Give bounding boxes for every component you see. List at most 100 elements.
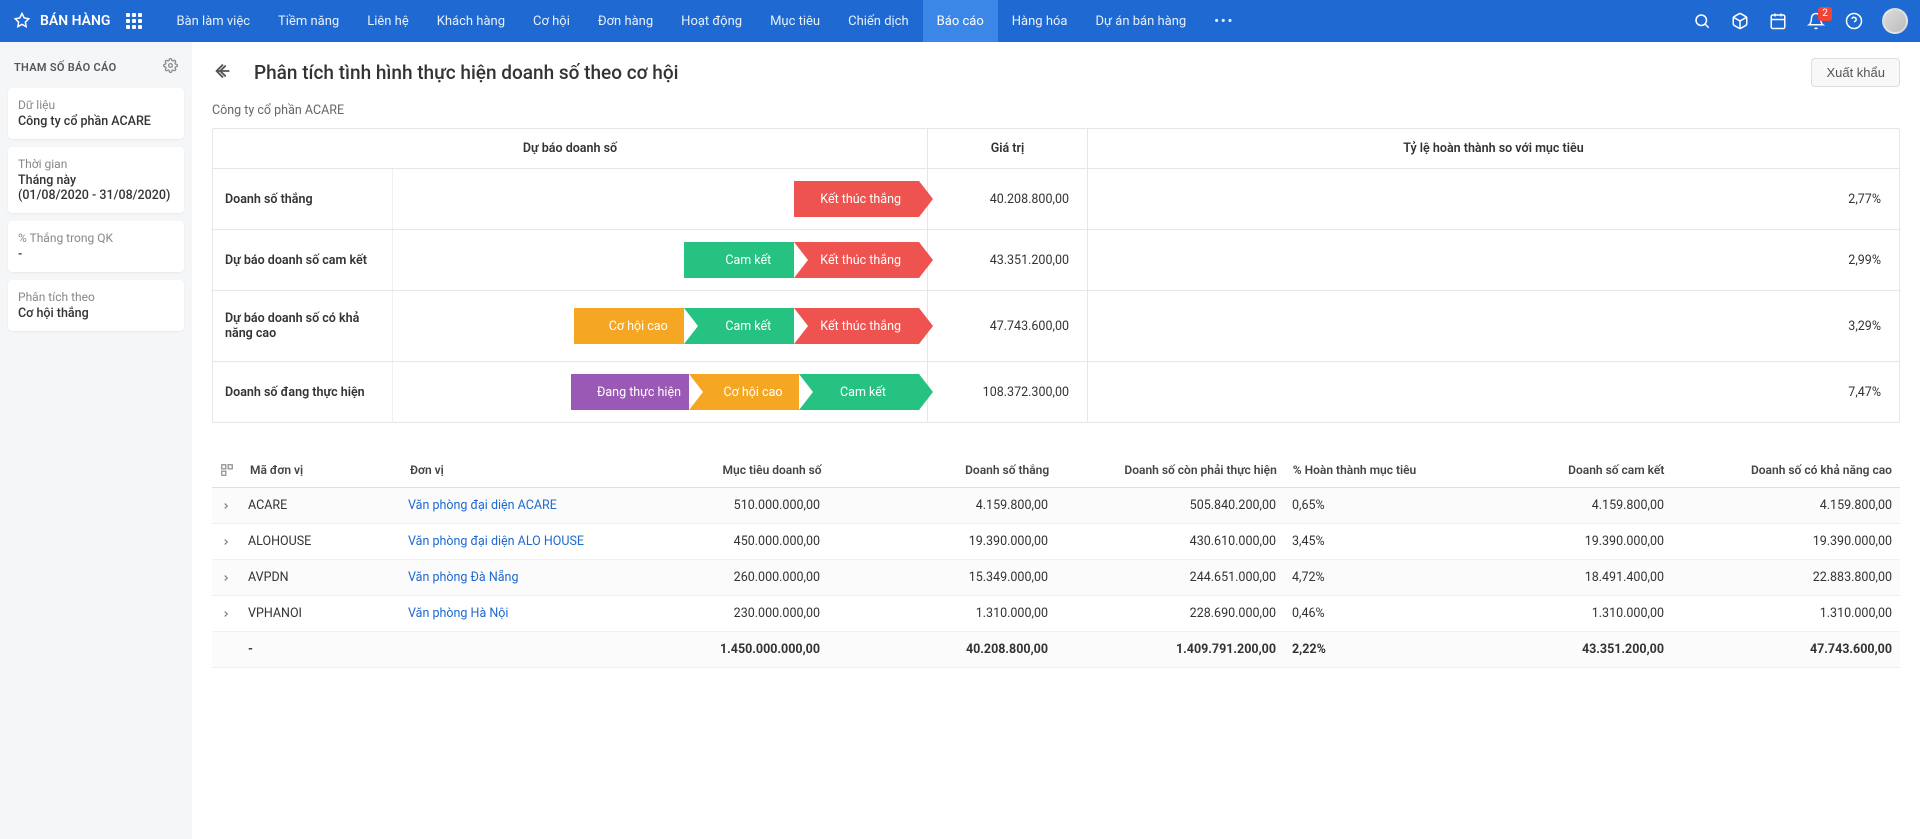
forecast-header-col3: Tỷ lệ hoàn thành so với mục tiêu — [1088, 129, 1899, 168]
expand-icon[interactable] — [212, 488, 240, 523]
stage-label: Cơ hội cao — [723, 385, 782, 400]
expand-icon[interactable] — [212, 632, 240, 667]
cell-commit: 18.491.400,00 — [1444, 560, 1672, 595]
cell-commit: 4.159.800,00 — [1444, 488, 1672, 523]
search-icon[interactable] — [1692, 11, 1712, 31]
cell-code: VPHANOI — [240, 596, 400, 631]
cell-won: 4.159.800,00 — [828, 488, 1056, 523]
expand-icon[interactable] — [212, 560, 240, 595]
forecast-row-label: Doanh số đang thực hiện — [213, 362, 393, 422]
unit-link[interactable]: Văn phòng Đà Nẵng — [408, 570, 518, 585]
cell-code: ALOHOUSE — [240, 524, 400, 559]
nav-items: Bàn làm việcTiềm năngLiên hệKhách hàngCơ… — [162, 0, 1248, 42]
cell-won: 40.208.800,00 — [828, 632, 1056, 667]
nav-item-8[interactable]: Chiến dịch — [834, 0, 923, 42]
unit-link[interactable]: Văn phòng Hà Nội — [408, 606, 508, 621]
table-total-row: -1.450.000.000,0040.208.800,001.409.791.… — [212, 632, 1900, 668]
gear-icon[interactable] — [163, 58, 178, 76]
table-row: AVPDNVăn phòng Đà Nẵng260.000.000,0015.3… — [212, 560, 1900, 596]
param-label: Thời gian — [18, 157, 174, 171]
table-row: ACAREVăn phòng đại diện ACARE510.000.000… — [212, 488, 1900, 524]
data-table: Mã đơn vị Đơn vị Mục tiêu doanh số Doanh… — [212, 453, 1900, 668]
nav-item-3[interactable]: Khách hàng — [423, 0, 519, 42]
tree-toggle-icon[interactable] — [212, 453, 242, 487]
nav-item-9[interactable]: Báo cáo — [923, 0, 998, 42]
cell-high: 19.390.000,00 — [1672, 524, 1900, 559]
cell-high: 47.743.600,00 — [1672, 632, 1900, 667]
forecast-header-col1: Dự báo doanh số — [213, 129, 928, 168]
col-code[interactable]: Mã đơn vị — [242, 453, 402, 487]
stage-chevron-purple[interactable]: Đang thực hiện — [571, 374, 699, 410]
param-card-2[interactable]: % Thắng trong QK- — [8, 221, 184, 272]
back-arrow-icon[interactable] — [212, 60, 234, 86]
unit-link[interactable]: Văn phòng đại diện ALO HOUSE — [408, 534, 584, 549]
nav-item-5[interactable]: Đơn hàng — [584, 0, 667, 42]
param-value: Cơ hội thắng — [18, 306, 174, 321]
cell-pct: 2,22% — [1284, 632, 1444, 667]
param-card-1[interactable]: Thời gianTháng này (01/08/2020 - 31/08/2… — [8, 147, 184, 213]
notification-badge: 2 — [1818, 7, 1832, 21]
sidebar: THAM SỐ BÁO CÁO Dữ liệuCông ty cổ phần A… — [0, 42, 192, 839]
stage-chevron-orange[interactable]: Cơ hội cao — [689, 374, 809, 410]
cell-commit: 19.390.000,00 — [1444, 524, 1672, 559]
param-card-3[interactable]: Phân tích theoCơ hội thắng — [8, 280, 184, 331]
forecast-table: Dự báo doanh số Giá trị Tỷ lệ hoàn thành… — [212, 128, 1900, 423]
forecast-row-3: Doanh số đang thực hiện Đang thực hiện Cơ … — [213, 362, 1899, 422]
param-label: % Thắng trong QK — [18, 231, 174, 245]
expand-icon[interactable] — [212, 524, 240, 559]
param-card-0[interactable]: Dữ liệuCông ty cổ phần ACARE — [8, 88, 184, 139]
calendar-icon[interactable] — [1768, 11, 1788, 31]
stage-label: Cơ hội cao — [609, 319, 668, 334]
stage-chevron-green[interactable]: Cam kết — [799, 374, 919, 410]
expand-icon[interactable] — [212, 596, 240, 631]
table-row: ALOHOUSEVăn phòng đại diện ALO HOUSE450.… — [212, 524, 1900, 560]
stage-chevron-orange[interactable]: Cơ hội cao — [574, 308, 694, 344]
col-target[interactable]: Mục tiêu doanh số — [602, 453, 830, 487]
table-header: Mã đơn vị Đơn vị Mục tiêu doanh số Doanh… — [212, 453, 1900, 488]
forecast-header-col2: Giá trị — [928, 129, 1088, 168]
nav-item-11[interactable]: Dự án bán hàng — [1081, 0, 1200, 42]
stage-label: Kết thúc thắng — [820, 319, 901, 334]
stage-chevron-red[interactable]: Kết thúc thắng — [794, 181, 919, 217]
stage-chevron-green[interactable]: Cam kết — [684, 308, 804, 344]
col-commit[interactable]: Doanh số cam kết — [1445, 453, 1673, 487]
nav-more[interactable]: ••• — [1200, 0, 1248, 42]
export-button[interactable]: Xuất khẩu — [1811, 58, 1900, 87]
nav-item-1[interactable]: Tiềm năng — [264, 0, 353, 42]
nav-item-6[interactable]: Hoạt động — [667, 0, 756, 42]
page-header: Phân tích tình hình thực hiện doanh số t… — [192, 42, 1920, 99]
unit-link[interactable]: Văn phòng đại diện ACARE — [408, 498, 557, 513]
nav-item-4[interactable]: Cơ hội — [519, 0, 584, 42]
cell-unit: Văn phòng đại diện ALO HOUSE — [400, 524, 600, 559]
forecast-pct: 3,29% — [1088, 291, 1899, 361]
col-unit[interactable]: Đơn vị — [402, 453, 602, 487]
col-high[interactable]: Doanh số có khả năng cao — [1672, 453, 1900, 487]
cell-unit — [400, 632, 600, 667]
help-icon[interactable] — [1844, 11, 1864, 31]
apps-grid-icon[interactable] — [126, 13, 142, 29]
user-avatar[interactable] — [1882, 8, 1908, 34]
brand[interactable]: BÁN HÀNG — [12, 11, 110, 31]
nav-item-2[interactable]: Liên hệ — [353, 0, 423, 42]
col-pct[interactable]: % Hoàn thành mục tiêu — [1285, 453, 1445, 487]
cell-pct: 4,72% — [1284, 560, 1444, 595]
cell-unit: Văn phòng Đà Nẵng — [400, 560, 600, 595]
notification-bell-icon[interactable]: 2 — [1806, 11, 1826, 31]
cube-icon[interactable] — [1730, 11, 1750, 31]
forecast-value: 108.372.300,00 — [928, 362, 1088, 422]
col-won[interactable]: Doanh số thắng — [830, 453, 1058, 487]
stage-chevron-red[interactable]: Kết thúc thắng — [794, 308, 919, 344]
stage-label: Đang thực hiện — [597, 385, 681, 400]
cell-high: 4.159.800,00 — [1672, 488, 1900, 523]
sidebar-header: THAM SỐ BÁO CÁO — [8, 54, 184, 88]
cell-unit: Văn phòng Hà Nội — [400, 596, 600, 631]
cell-remaining: 228.690.000,00 — [1056, 596, 1284, 631]
nav-item-0[interactable]: Bàn làm việc — [162, 0, 264, 42]
stage-chevron-red[interactable]: Kết thúc thắng — [794, 242, 919, 278]
cell-pct: 3,45% — [1284, 524, 1444, 559]
col-remaining[interactable]: Doanh số còn phải thực hiện — [1057, 453, 1285, 487]
stage-chevron-green[interactable]: Cam kết — [684, 242, 804, 278]
nav-item-10[interactable]: Hàng hóa — [998, 0, 1082, 42]
nav-right: 2 — [1692, 8, 1908, 34]
nav-item-7[interactable]: Mục tiêu — [756, 0, 834, 42]
